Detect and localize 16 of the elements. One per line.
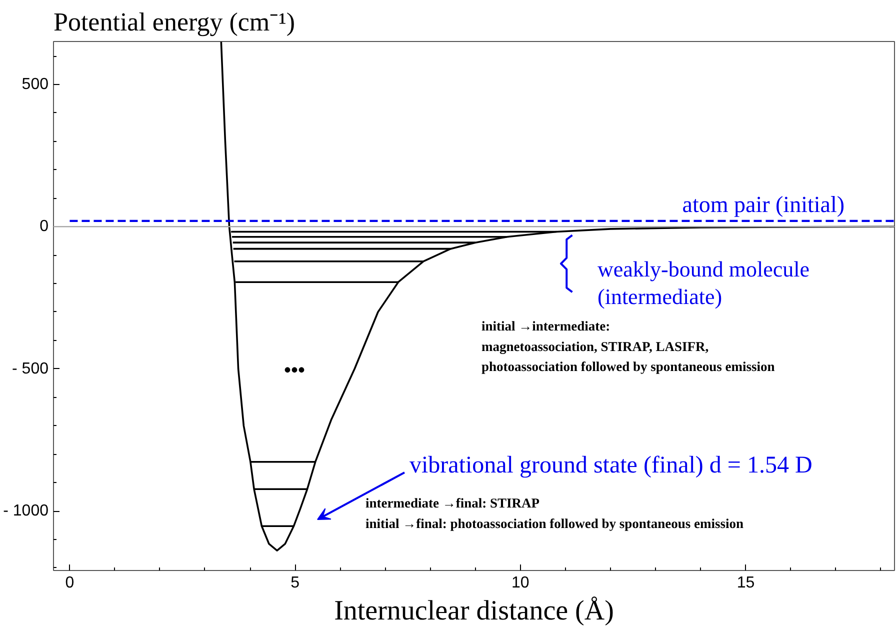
annotation: intermediate →final: STIRAP initial →final: photoassociation followed by spontaneous emission: [366, 496, 744, 531]
y-tick-label: - 1000: [3, 502, 49, 520]
y-tick-label: 500: [22, 76, 49, 93]
x-axis-title: Internuclear distance (Å): [334, 596, 614, 626]
y-tick-label: 0: [40, 218, 49, 236]
y-tick-label: - 500: [12, 360, 49, 378]
annotation: •••: [284, 360, 306, 382]
x-tick-label: 0: [65, 574, 74, 592]
annotation: initial →intermediate: magnetoassociation, STIRAP, LASIFR, photoassociation followed by spontaneous emission: [482, 318, 776, 374]
x-tick-label: 10: [512, 574, 530, 592]
annotation: vibrational ground state (final) d = 1.54 D: [410, 452, 812, 478]
series-label: atom pair (initial): [682, 192, 845, 217]
x-tick-label: 15: [736, 574, 755, 592]
x-tick-label: 5: [290, 574, 300, 592]
y-axis-title: Potential energy (cm⁻¹): [54, 8, 296, 36]
annotation: weakly-bound molecule (intermediate): [598, 256, 810, 309]
